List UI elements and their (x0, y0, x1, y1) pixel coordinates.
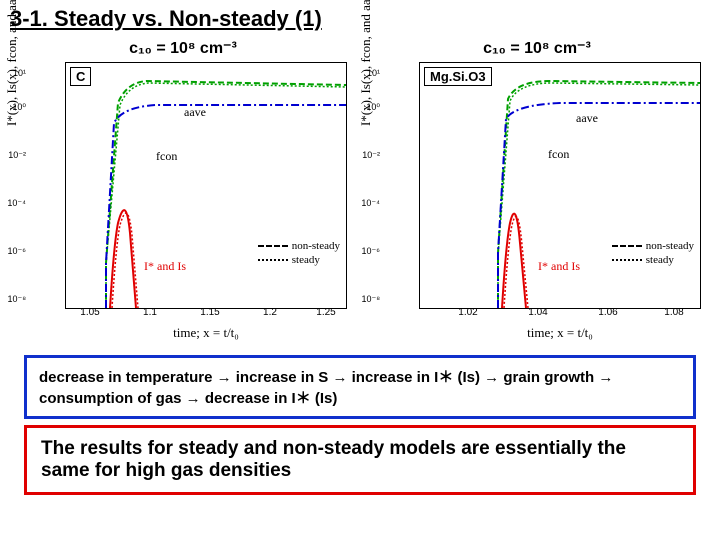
right-panel: c₁₀ = 10⁸ cm⁻³ I*(x), Is(x), fcon, and a… (364, 34, 710, 341)
blue-box: decrease in temperature → increase in S … (24, 355, 696, 419)
left-xticks: 1.05 1.1 1.15 1.2 1.25 (56, 307, 356, 355)
left-panel: c₁₀ = 10⁸ cm⁻³ I*(x), Is(x), fcon, and a… (10, 34, 356, 341)
right-chart-label: Mg.Si.O3 (424, 67, 492, 86)
right-xticks: 1.02 1.04 1.06 1.08 (410, 307, 710, 355)
left-legend: non-steady steady (258, 238, 340, 268)
right-header: c₁₀ = 10⁸ cm⁻³ (364, 38, 710, 58)
left-chart-label: C (70, 67, 91, 86)
right-legend: non-steady steady (612, 238, 694, 268)
left-chart: C aave fcon I* and Is (65, 62, 347, 309)
red-box: The results for steady and non-steady mo… (24, 425, 696, 495)
chart-row: c₁₀ = 10⁸ cm⁻³ I*(x), Is(x), fcon, and a… (0, 34, 720, 341)
right-chart: Mg.Si.O3 aave fcon I* and Is non-steady (419, 62, 701, 309)
left-header: c₁₀ = 10⁸ cm⁻³ (10, 38, 356, 58)
